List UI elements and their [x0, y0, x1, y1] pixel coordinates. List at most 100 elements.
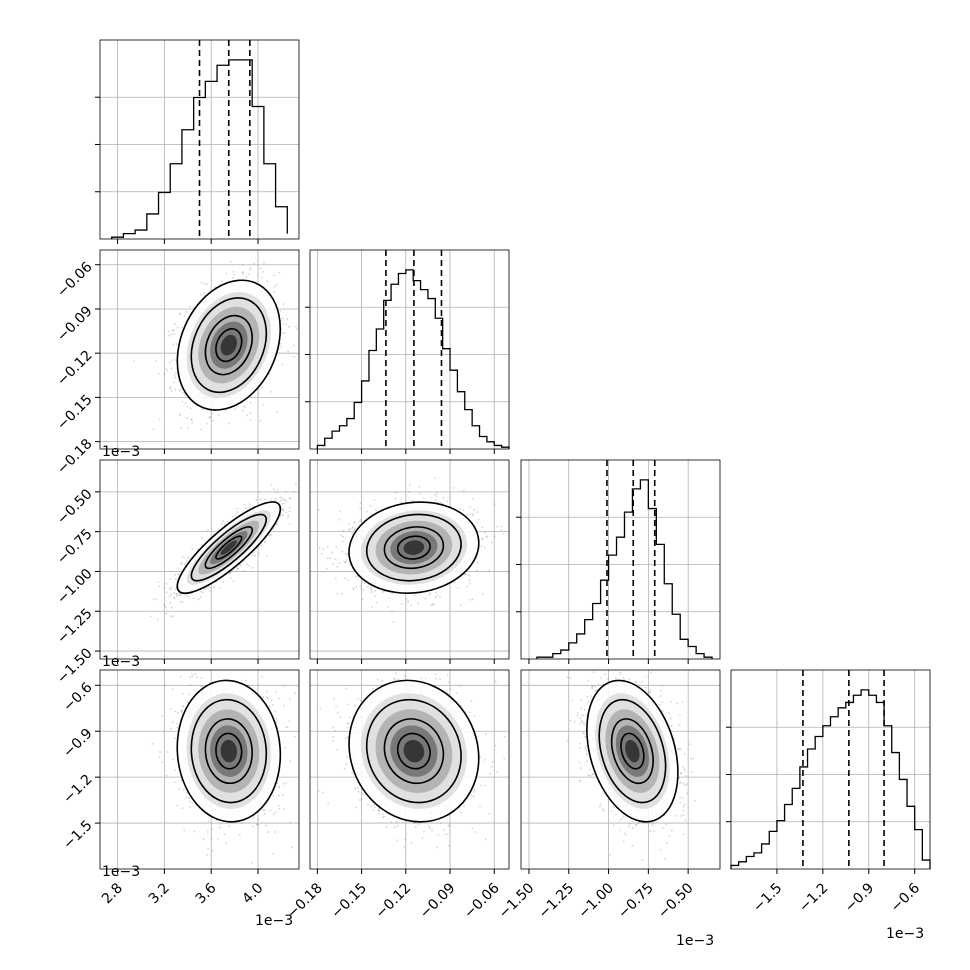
scatter-point [200, 543, 203, 546]
scatter-point [176, 593, 178, 595]
scatter-point [463, 573, 466, 576]
scatter-point [370, 591, 373, 594]
scatter-point [264, 541, 267, 543]
scatter-point [408, 483, 411, 486]
scatter-point [222, 520, 225, 523]
scatter-point [509, 533, 511, 535]
scatter-point [270, 498, 273, 501]
scatter-point [187, 426, 189, 429]
scatter-point [170, 593, 173, 596]
scatter-point [327, 557, 329, 560]
scatter-point [205, 422, 208, 425]
scatter-point [254, 554, 257, 557]
scatter-point [185, 310, 188, 313]
scatter-point [257, 389, 260, 391]
scatter-point [472, 514, 474, 517]
scatter-point [351, 532, 354, 535]
scatter-point [183, 315, 186, 317]
scatter-point [288, 523, 291, 526]
scatter-point [249, 267, 252, 270]
scatter-point [262, 271, 264, 273]
scatter-point [149, 615, 152, 618]
scatter-point [245, 276, 248, 279]
scatter-point [259, 419, 262, 422]
scatter-point [158, 418, 161, 421]
scatter-point [249, 419, 252, 422]
scatter-point [292, 491, 295, 494]
scatter-point [276, 411, 279, 413]
scatter-point [234, 513, 237, 516]
scatter-point [280, 513, 283, 516]
scatter-point [469, 582, 471, 585]
scatter-point [252, 554, 254, 557]
histogram-panel-2 [516, 459, 721, 664]
scatter-point [282, 510, 284, 512]
scatter-point [240, 564, 242, 566]
scatter-point [233, 273, 236, 276]
scatter-point [220, 522, 223, 525]
scatter-point [366, 510, 368, 513]
scatter-point [237, 567, 240, 570]
scatter-point [303, 308, 305, 310]
scatter-point [360, 520, 362, 522]
scatter-point [165, 583, 168, 585]
scatter-point [169, 578, 172, 580]
scatter-point [366, 585, 369, 588]
scatter-point [186, 560, 188, 562]
scatter-point [274, 491, 276, 494]
scatter-point [326, 567, 328, 570]
scatter-point [213, 585, 216, 588]
scatter-point [439, 501, 442, 504]
scatter-point [285, 511, 288, 514]
scatter-point [180, 563, 183, 565]
scatter-point [295, 483, 297, 486]
scatter-point [183, 394, 186, 396]
scatter-point [165, 612, 167, 615]
scatter-point [281, 332, 284, 334]
scatter-point [283, 332, 286, 334]
scatter-point [203, 291, 205, 294]
scatter-point [355, 575, 358, 578]
scatter-point [485, 536, 488, 539]
scatter-point [388, 597, 391, 600]
scatter-point [259, 267, 262, 270]
scatter-point [192, 475, 194, 477]
scatter-point [171, 359, 174, 362]
panel-content [100, 250, 305, 477]
scatter-point [184, 402, 187, 405]
scatter-point [281, 507, 284, 510]
scatter-point [179, 313, 182, 316]
scatter-point [181, 392, 184, 394]
scatter-point [243, 560, 246, 562]
scatter-point [374, 595, 376, 598]
scatter-point [424, 597, 427, 600]
panel-content [310, 460, 511, 659]
scatter-point [231, 515, 234, 518]
scatter-point [417, 602, 419, 605]
scatter-point [289, 497, 291, 499]
scatter-point [179, 390, 181, 392]
scatter-point [174, 388, 177, 391]
scatter-point [170, 333, 172, 336]
scatter-point [275, 284, 278, 286]
scatter-point [285, 323, 288, 326]
scatter-point [344, 577, 347, 580]
scatter-point [339, 510, 342, 512]
scatter-point [287, 514, 289, 517]
scatter-point [201, 591, 204, 594]
scatter-point [167, 330, 170, 333]
scatter-point [468, 579, 471, 581]
scatter-panel-1-0 [95, 249, 305, 477]
scatter-point [152, 428, 155, 430]
scatter-point [268, 373, 271, 375]
panel-frame [99, 39, 300, 240]
scatter-point [407, 601, 409, 604]
scatter-point [169, 386, 172, 388]
scatter-point [433, 493, 436, 496]
scatter-point [200, 293, 202, 296]
histogram-series [536, 479, 713, 659]
scatter-point [488, 569, 491, 571]
scatter-point [177, 567, 179, 570]
scatter-point [201, 408, 204, 411]
